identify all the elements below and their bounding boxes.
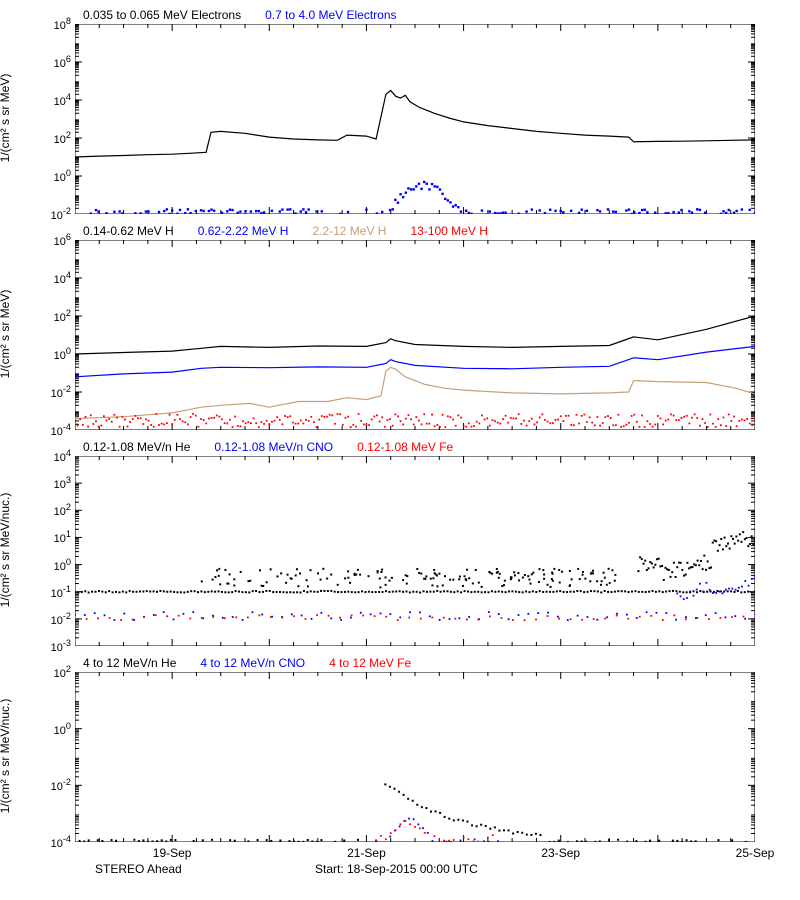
series-ions-low-He bbox=[75, 531, 755, 593]
ytick-label: 10-2 bbox=[37, 611, 71, 627]
plot-electrons bbox=[75, 24, 755, 214]
legend-item: 0.14-0.62 MeV H bbox=[83, 224, 174, 238]
series-ions-high-CNO bbox=[375, 818, 499, 842]
panel-electrons: 0.035 to 0.065 MeV Electrons0.7 to 4.0 M… bbox=[75, 24, 755, 214]
ytick-label: 104 bbox=[37, 92, 71, 108]
panel-hydrogen: 0.14-0.62 MeV H0.62-2.22 MeV H2.2-12 MeV… bbox=[75, 240, 755, 430]
legend-electrons: 0.035 to 0.065 MeV Electrons 0.7 to 4.0 M… bbox=[83, 8, 397, 22]
legend-item: 0.12-1.08 MeV Fe bbox=[357, 440, 453, 454]
ylabel: 1/(cm² s sr MeV) bbox=[0, 274, 12, 394]
ytick-label: 102 bbox=[37, 502, 71, 518]
series-H-vhighE bbox=[75, 413, 755, 428]
series-electrons-high bbox=[90, 181, 755, 214]
ytick-label: 102 bbox=[37, 308, 71, 324]
frame bbox=[75, 24, 755, 214]
legend-hydrogen: 0.14-0.62 MeV H 0.62-2.22 MeV H 2.2-12 MeV… bbox=[83, 224, 488, 238]
legend-item: 0.62-2.22 MeV H bbox=[198, 224, 289, 238]
ytick-label: 102 bbox=[37, 130, 71, 146]
xtick-label: 19-Sep bbox=[153, 846, 192, 860]
plot-hydrogen bbox=[75, 240, 755, 430]
legend-ions-low: 0.12-1.08 MeV/n He 0.12-1.08 MeV/n CNO 0.1… bbox=[83, 440, 453, 454]
plot-ions-high bbox=[75, 672, 755, 842]
ytick-label: 104 bbox=[37, 448, 71, 464]
ytick-label: 10-4 bbox=[37, 834, 71, 850]
plot-ions-low bbox=[75, 456, 755, 646]
ytick-label: 106 bbox=[37, 54, 71, 70]
legend-item: 4 to 12 MeV/n He bbox=[83, 656, 176, 670]
series-electrons-low bbox=[75, 91, 755, 158]
legend-item: 2.2-12 MeV H bbox=[312, 224, 386, 238]
panel-ions-high: 4 to 12 MeV/n He4 to 12 MeV/n CNO4 to 12… bbox=[75, 672, 755, 842]
ytick-label: 106 bbox=[37, 232, 71, 248]
ytick-label: 10-4 bbox=[37, 422, 71, 438]
legend-item: 4 to 12 MeV/n CNO bbox=[200, 656, 305, 670]
legend-item: 4 to 12 MeV Fe bbox=[329, 656, 411, 670]
legend-item: 0.12-1.08 MeV/n CNO bbox=[214, 440, 333, 454]
ytick-label: 100 bbox=[37, 346, 71, 362]
ytick-label: 100 bbox=[37, 168, 71, 184]
ytick-label: 10-1 bbox=[37, 584, 71, 600]
ytick-label: 104 bbox=[37, 270, 71, 286]
series-ions-high-Fe bbox=[375, 820, 493, 842]
series-ions-high-He bbox=[79, 783, 747, 842]
legend-item: 0.035 to 0.065 MeV Electrons bbox=[83, 8, 241, 22]
legend-item: 13-100 MeV H bbox=[410, 224, 487, 238]
ytick-label: 108 bbox=[37, 16, 71, 32]
ytick-label: 102 bbox=[37, 664, 71, 680]
ylabel: 1/(cm² s sr MeV/nuc.) bbox=[0, 490, 12, 610]
series-ions-low-CNO bbox=[75, 576, 755, 621]
ytick-label: 10-2 bbox=[37, 206, 71, 222]
panel-ions-low: 0.12-1.08 MeV/n He0.12-1.08 MeV/n CNO0.1… bbox=[75, 456, 755, 646]
ytick-label: 100 bbox=[37, 721, 71, 737]
frame bbox=[75, 672, 755, 842]
series-H-highE bbox=[75, 367, 755, 418]
ytick-label: 10-2 bbox=[37, 384, 71, 400]
legend-item: 0.7 to 4.0 MeV Electrons bbox=[265, 8, 396, 22]
frame bbox=[75, 240, 755, 430]
xtick-label: 21-Sep bbox=[347, 846, 386, 860]
frame bbox=[75, 456, 755, 646]
legend-ions-high: 4 to 12 MeV/n He 4 to 12 MeV/n CNO 4 to 12… bbox=[83, 656, 411, 670]
ylabel: 1/(cm² s sr MeV/nuc.) bbox=[0, 696, 12, 816]
ytick-label: 100 bbox=[37, 557, 71, 573]
ytick-label: 10-2 bbox=[37, 778, 71, 794]
legend-item: 0.12-1.08 MeV/n He bbox=[83, 440, 190, 454]
figure: 0.035 to 0.065 MeV Electrons 0.7 to 4.0 M… bbox=[0, 0, 800, 900]
ytick-label: 10-3 bbox=[37, 638, 71, 654]
series-H-lowE bbox=[75, 316, 755, 354]
ylabel: 1/(cm² s sr MeV) bbox=[0, 58, 12, 178]
ytick-label: 103 bbox=[37, 475, 71, 491]
spacecraft-label: STEREO Ahead bbox=[95, 862, 182, 876]
xtick-label: 23-Sep bbox=[541, 846, 580, 860]
start-time-label: Start: 18-Sep-2015 00:00 UTC bbox=[315, 862, 478, 876]
ytick-label: 101 bbox=[37, 530, 71, 546]
xtick-label: 25-Sep bbox=[736, 846, 775, 860]
series-ions-low-Fe bbox=[75, 614, 755, 621]
